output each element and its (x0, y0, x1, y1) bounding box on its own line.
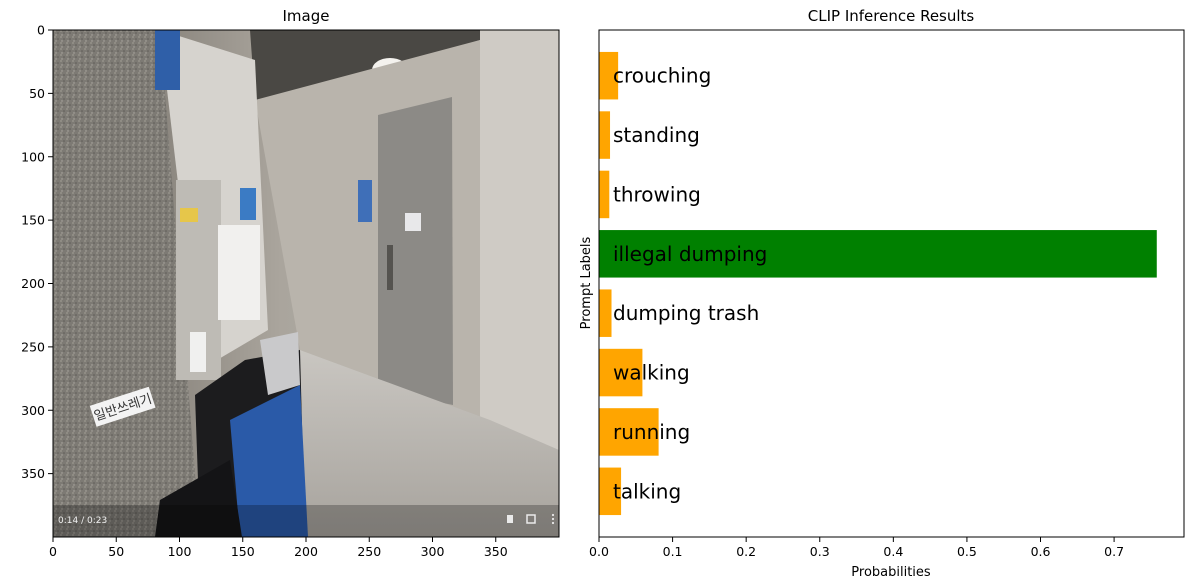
bar-standing (599, 111, 611, 159)
bar-label: running (613, 420, 690, 444)
clip-results-chart: CLIP Inference Results crouching standing… (579, 7, 1185, 579)
image-y-tick-label: 300 (21, 403, 45, 418)
bar-labels: crouching standing throwing illegal dumping… (613, 64, 767, 504)
image-x-tick-label: 100 (168, 544, 192, 559)
image-x-tick-label: 0 (49, 544, 57, 559)
door (378, 97, 453, 405)
image-y-tick-label: 0 (37, 23, 45, 38)
image-y-tick-label: 350 (21, 466, 45, 481)
image-y-ticks: 0 50 100 150 200 250 300 350 (21, 23, 53, 481)
bar-label: walking (613, 361, 690, 385)
image-x-tick-label: 350 (484, 544, 508, 559)
bar-label: dumping trash (613, 301, 759, 325)
bar-crouching (599, 51, 619, 100)
chart-x-tick-label: 0.5 (957, 544, 977, 559)
chart-title: CLIP Inference Results (808, 7, 975, 25)
volume-icon (507, 515, 513, 523)
bar-throwing (599, 170, 610, 219)
bar-label: standing (613, 123, 700, 147)
bar-label: throwing (613, 182, 701, 206)
image-panel-title: Image (283, 7, 330, 25)
image-panel: Image (21, 7, 560, 559)
image-x-tick-label: 300 (421, 544, 445, 559)
image-x-tick-label: 50 (108, 544, 124, 559)
chart-x-ticks: 0.0 0.1 0.2 0.3 0.4 0.5 0.6 0.7 (589, 537, 1124, 559)
chart-x-tick-label: 0.3 (810, 544, 830, 559)
blue-bin (230, 385, 308, 537)
fullscreen-icon (526, 514, 536, 524)
more-options-icon (551, 513, 555, 517)
chart-x-tick-label: 0.7 (1104, 544, 1124, 559)
chart-axes-frame (598, 29, 1185, 538)
image-y-tick-label: 100 (21, 149, 45, 164)
chart-y-axis-label: Prompt Labels (579, 236, 594, 329)
bar-dumping-trash (599, 289, 612, 337)
chart-x-tick-label: 0.1 (663, 544, 683, 559)
chart-x-tick-label: 0.2 (736, 544, 756, 559)
bar-illegal-dumping (599, 230, 1157, 278)
image-y-tick-label: 50 (29, 86, 45, 101)
image-x-tick-label: 250 (357, 544, 381, 559)
bar-label: illegal dumping (613, 242, 767, 266)
bar-walking (599, 348, 643, 397)
bar-label: talking (613, 479, 681, 503)
image-x-ticks: 0 50 100 150 200 250 300 350 (49, 537, 508, 559)
bars (599, 51, 1157, 516)
image-x-tick-label: 150 (231, 544, 255, 559)
image-y-tick-label: 150 (21, 213, 45, 228)
video-timestamp: 0:14 / 0:23 (58, 516, 107, 526)
chart-x-tick-label: 0.0 (589, 544, 609, 559)
granite-pillar (53, 30, 200, 537)
image-y-tick-label: 250 (21, 339, 45, 354)
chart-x-tick-label: 0.4 (883, 544, 903, 559)
photo-illustration: 일반쓰레기 0:14 / 0:23 (53, 30, 559, 537)
chart-x-axis-label: Probabilities (851, 565, 931, 579)
bar-label: crouching (613, 64, 711, 88)
image-y-tick-label: 200 (21, 276, 45, 291)
chart-x-tick-label: 0.6 (1031, 544, 1051, 559)
bar-running (599, 408, 659, 456)
bar-talking (599, 467, 622, 516)
image-x-tick-label: 200 (294, 544, 318, 559)
